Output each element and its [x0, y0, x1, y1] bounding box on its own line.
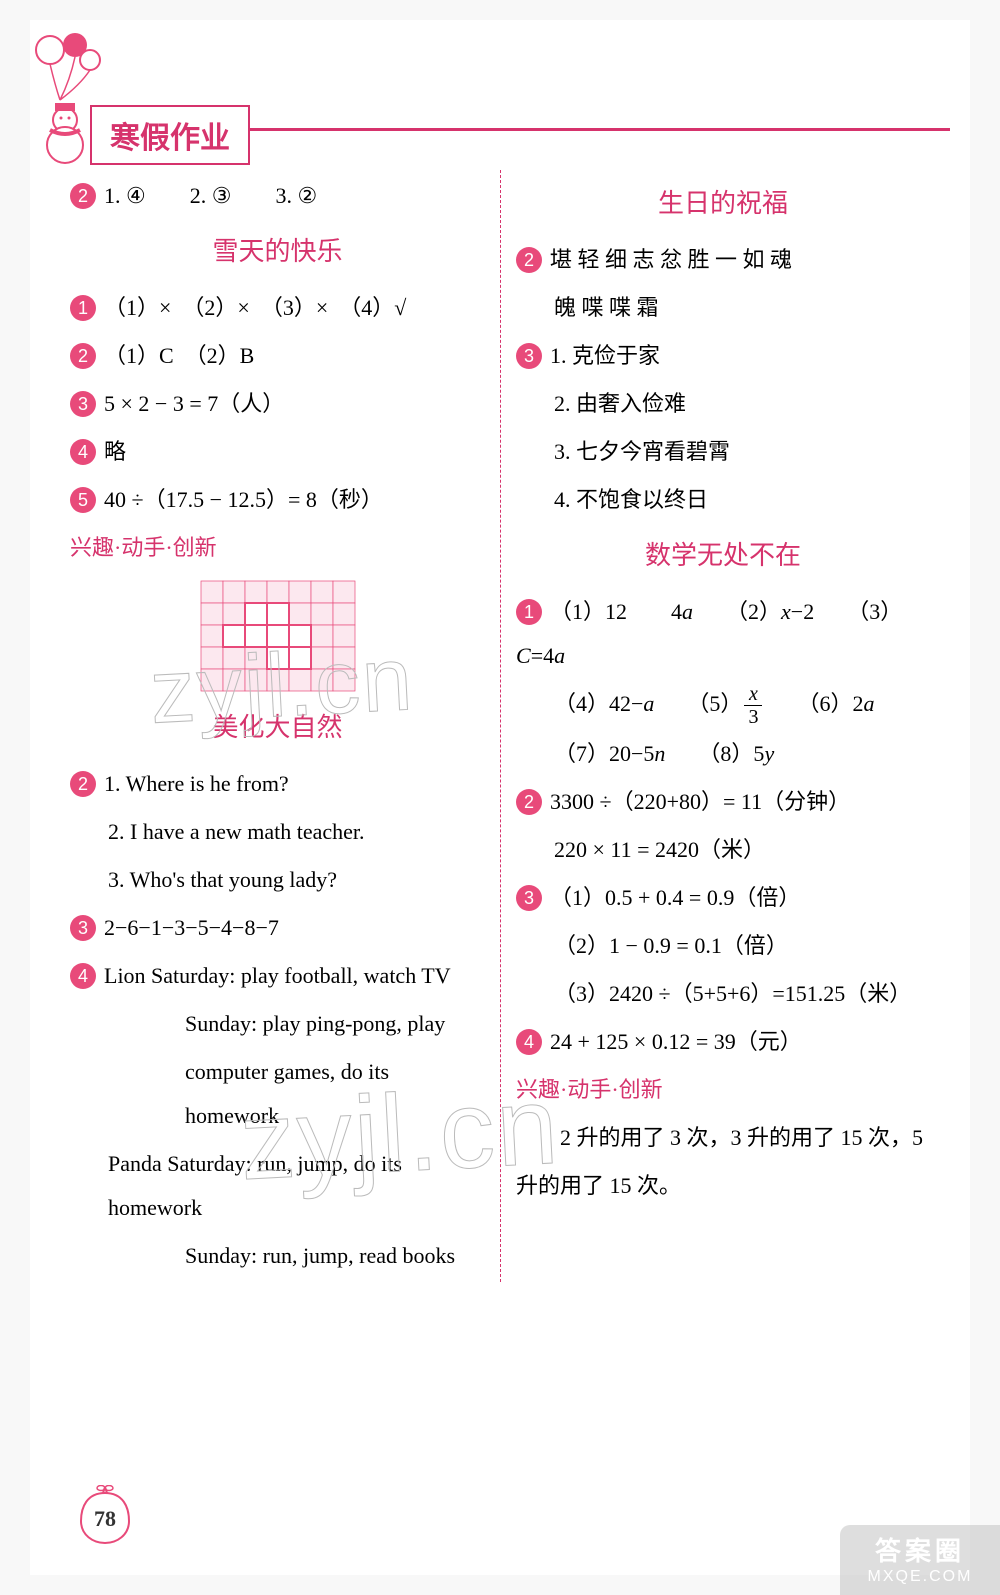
answer-line: 魄 喋 喋 霜	[516, 286, 930, 330]
text: （1）12 4a （2）x−2 （3）C=4a	[516, 599, 902, 668]
badge: 2	[516, 789, 542, 815]
text: 24 + 125 × 0.12 = 39（元）	[550, 1029, 802, 1054]
answer-line: 3. 七夕今宵看碧霄	[516, 430, 930, 474]
page-number: 78	[75, 1485, 135, 1545]
answer-line: 2 堪 轻 细 志 忿 胜 一 如 魂	[516, 238, 930, 282]
snowman-icon	[35, 100, 95, 170]
header: 寒假作业	[30, 80, 970, 150]
badge: 2	[516, 247, 542, 273]
brand-cn: 答案圈	[840, 1531, 1000, 1568]
answer-line: 3 5 × 2 − 3 = 7（人）	[70, 382, 485, 426]
text: 堪 轻 细 志 忿 胜 一 如 魂	[550, 247, 792, 272]
section-title: 生日的祝福	[516, 178, 930, 230]
text: 3300 ÷（220+80）= 11（分钟）	[550, 789, 850, 814]
text: 2−6−1−3−5−4−8−7	[104, 915, 279, 940]
note-text: 兴趣·动手·创新	[516, 1068, 930, 1112]
badge: 3	[70, 391, 96, 417]
text: 1. ④ 2. ③ 3. ②	[104, 183, 317, 208]
answer-line: 220 × 11 = 2420（米）	[516, 828, 930, 872]
answer-line: 2 1. ④ 2. ③ 3. ②	[70, 174, 485, 218]
badge: 5	[70, 487, 96, 513]
badge: 3	[516, 885, 542, 911]
section-title: 雪天的快乐	[70, 226, 485, 278]
answer-line: 2. I have a new math teacher.	[70, 810, 485, 854]
badge: 4	[516, 1029, 542, 1055]
text: 1. Where is he from?	[104, 771, 289, 796]
answer-line: 2 1. Where is he from?	[70, 762, 485, 806]
left-column: 2 1. ④ 2. ③ 3. ② 雪天的快乐 1 （1）× （2）× （3）× （4…	[70, 170, 500, 1282]
answer-line: 3 2−6−1−3−5−4−8−7	[70, 906, 485, 950]
content: 2 1. ④ 2. ③ 3. ② 雪天的快乐 1 （1）× （2）× （3）× （4…	[70, 170, 930, 1282]
brand-badge: 答案圈 MXQE.COM	[840, 1525, 1000, 1595]
badge: 4	[70, 963, 96, 989]
answer-line: （7）20−5n （8）5y	[516, 732, 930, 776]
badge: 3	[70, 915, 96, 941]
answer-line: 2 升的用了 3 次，3 升的用了 15 次，5	[516, 1116, 930, 1160]
text: Lion Saturday: play football, watch TV	[104, 963, 451, 988]
badge: 1	[516, 599, 542, 625]
answer-line: 4 24 + 125 × 0.12 = 39（元）	[516, 1020, 930, 1064]
header-divider	[250, 128, 950, 131]
text: （1）0.5 + 0.4 = 0.9（倍）	[550, 885, 800, 910]
section-title: 美化大自然	[70, 702, 485, 754]
right-column: 生日的祝福 2 堪 轻 细 志 忿 胜 一 如 魂 魄 喋 喋 霜 3 1. 克俭于…	[500, 170, 930, 1282]
page: 寒假作业 2 1. ④ 2. ③ 3. ② 雪天的快乐 1 （1）× （2）× （3…	[30, 20, 970, 1575]
answer-line: （4）42−a （5）x3 （6）2a	[516, 682, 930, 728]
balloons-icon	[30, 30, 110, 110]
text: 40 ÷（17.5 − 12.5）= 8（秒）	[104, 487, 383, 512]
badge: 4	[70, 439, 96, 465]
answer-line: 1（1）12 4a （2）x−2 （3）C=4a	[516, 590, 930, 678]
pentomino-grid	[188, 580, 368, 692]
workbook-title: 寒假作业	[90, 105, 250, 165]
answer-line: 3 1. 克俭于家	[516, 334, 930, 378]
badge-2: 2	[70, 183, 96, 209]
text: 5 × 2 − 3 = 7（人）	[104, 391, 284, 416]
answer-line: 4. 不饱食以终日	[516, 478, 930, 522]
text: （1）C （2）B	[104, 343, 254, 368]
answer-line: 5 40 ÷（17.5 − 12.5）= 8（秒）	[70, 478, 485, 522]
answer-line: Sunday: play ping-pong, play	[70, 1002, 485, 1046]
answer-line: 升的用了 15 次。	[516, 1164, 930, 1208]
answer-line: （3）2420 ÷（5+5+6）=151.25（米）	[516, 972, 930, 1016]
answer-line: 4 Lion Saturday: play football, watch TV	[70, 954, 485, 998]
answer-line: 2 （1）C （2）B	[70, 334, 485, 378]
answer-line: 2 3300 ÷（220+80）= 11（分钟）	[516, 780, 930, 824]
section-title: 数学无处不在	[516, 530, 930, 582]
answer-line: 3 （1）0.5 + 0.4 = 0.9（倍）	[516, 876, 930, 920]
answer-line: computer games, do its homework	[70, 1050, 485, 1138]
answer-line: （2）1 − 0.9 = 0.1（倍）	[516, 924, 930, 968]
note-text: 兴趣·动手·创新	[70, 526, 485, 570]
answer-line: 4略	[70, 430, 485, 474]
brand-en: MXQE.COM	[840, 1568, 1000, 1586]
answer-line: Sunday: run, jump, read books	[70, 1234, 485, 1278]
answer-line: 2. 由奢入俭难	[516, 382, 930, 426]
badge: 2	[70, 771, 96, 797]
answer-line: Panda Saturday: run, jump, do its homewo…	[70, 1142, 485, 1230]
badge: 3	[516, 343, 542, 369]
badge: 1	[70, 295, 96, 321]
text: （1）× （2）× （3）× （4）√	[104, 295, 406, 320]
text: 1. 克俭于家	[550, 343, 660, 368]
text: 略	[104, 439, 126, 464]
answer-line: 1 （1）× （2）× （3）× （4）√	[70, 286, 485, 330]
badge: 2	[70, 343, 96, 369]
answer-line: 3. Who's that young lady?	[70, 858, 485, 902]
